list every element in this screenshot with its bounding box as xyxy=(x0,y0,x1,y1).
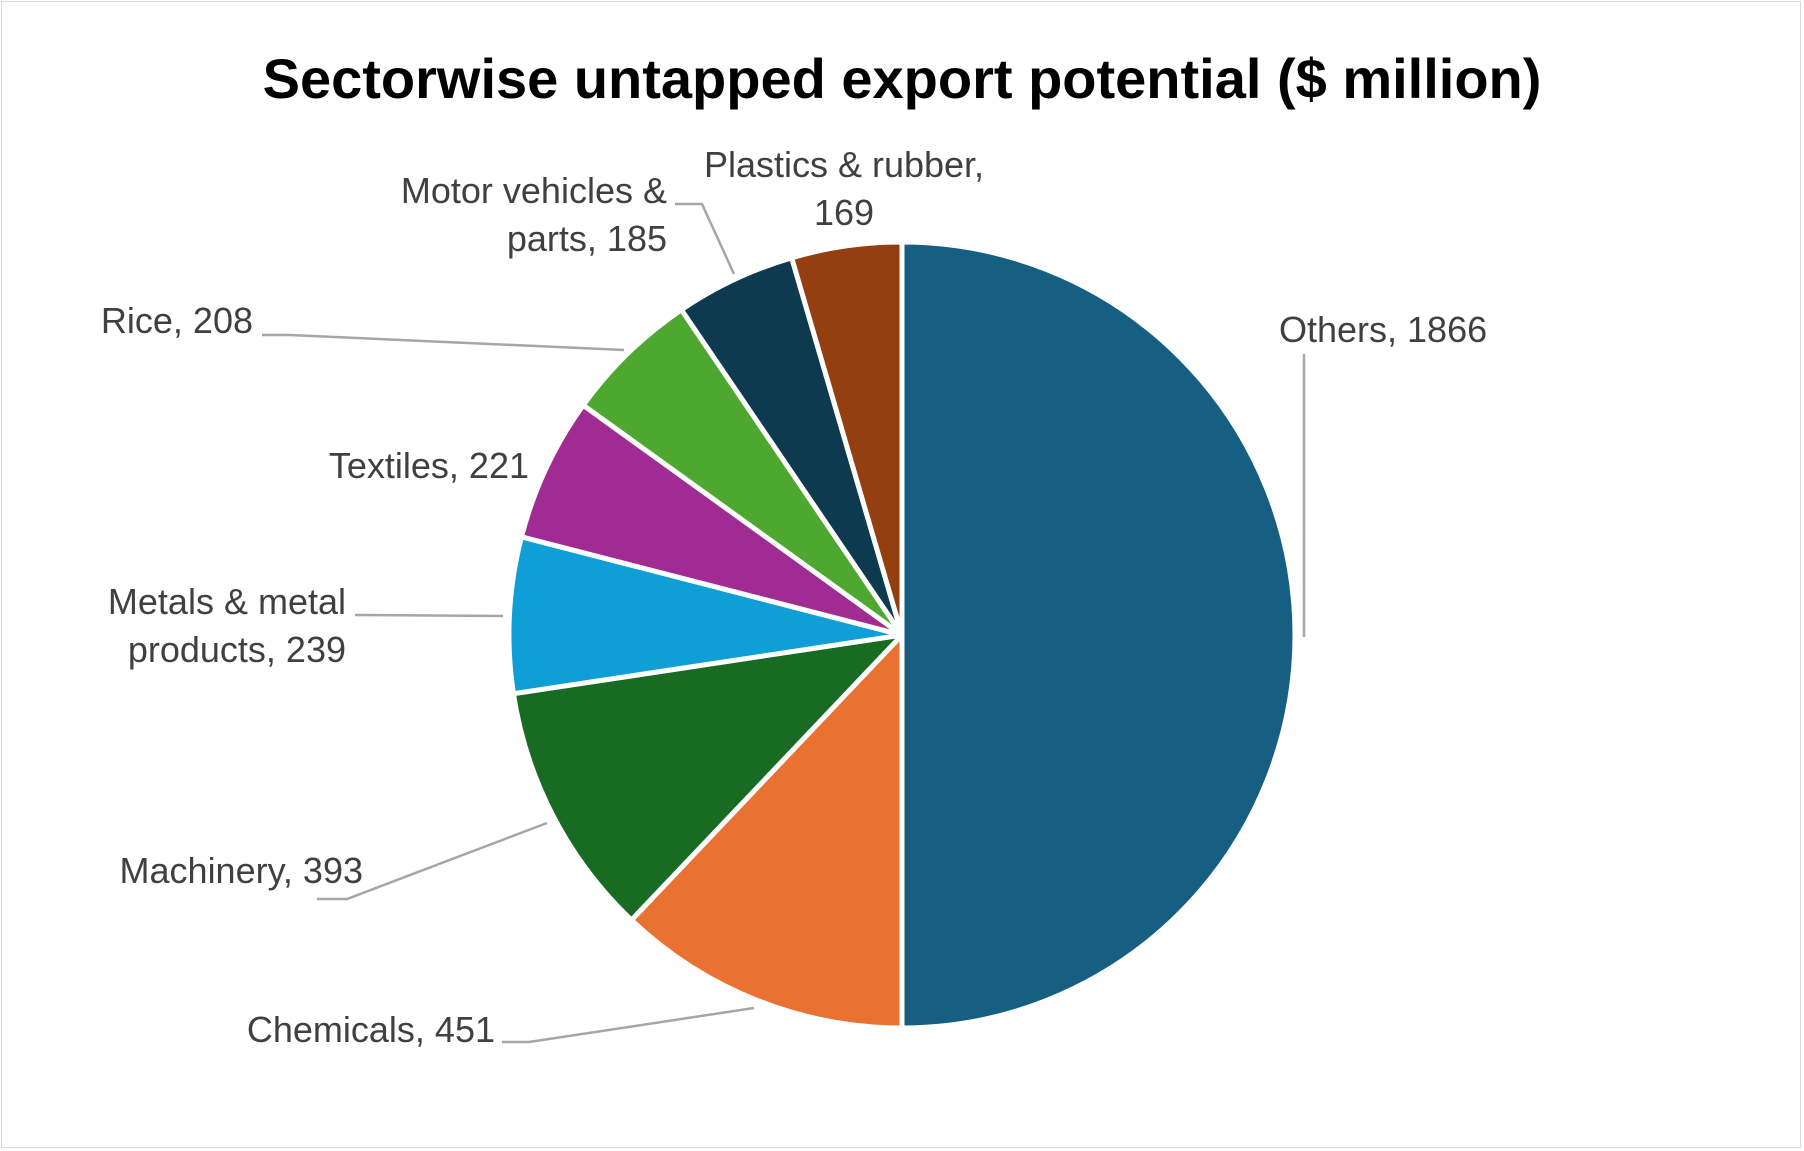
pie-slice-others xyxy=(899,239,1298,1031)
pie-slice-rice xyxy=(580,307,905,638)
data-label-rice: Rice, 208 xyxy=(101,300,253,341)
data-label-line: Textiles, 221 xyxy=(329,445,529,486)
data-label-line: products, 239 xyxy=(128,629,346,670)
pie-slice-chemicals xyxy=(628,632,905,1031)
leader-line xyxy=(675,202,736,275)
data-labels: Others, 1866 Chemicals, 451 Machinery, 393… xyxy=(101,144,1487,1050)
pie-slice-plastics-rubber xyxy=(789,239,905,638)
pie-slice-metals-metal-products xyxy=(506,534,905,697)
data-label-line: 169 xyxy=(814,192,874,233)
data-label-line: Metals & metal xyxy=(108,581,346,622)
chart-title: Sectorwise untapped export potential ($ … xyxy=(263,47,1542,110)
data-label-line: Others, 1866 xyxy=(1279,309,1487,350)
data-label-line: parts, 185 xyxy=(507,218,667,259)
data-label-line: Machinery, 393 xyxy=(120,850,363,891)
leader-line xyxy=(262,333,625,352)
leader-line xyxy=(317,821,548,901)
data-label-chemicals: Chemicals, 451 xyxy=(247,1009,495,1050)
data-label-textiles: Textiles, 221 xyxy=(329,445,529,486)
data-label-line: Chemicals, 451 xyxy=(247,1009,495,1050)
data-label-line: Motor vehicles & xyxy=(401,170,667,211)
pie-slice-textiles xyxy=(518,402,905,638)
leader-line xyxy=(502,1006,755,1044)
leader-line xyxy=(354,613,504,618)
pie-slice-machinery xyxy=(510,632,905,923)
data-label-others: Others, 1866 xyxy=(1279,309,1487,350)
data-label-metals-metal-products: Metals & metal products, 239 xyxy=(108,581,346,670)
leader-lines xyxy=(262,202,1306,1044)
data-label-machinery: Machinery, 393 xyxy=(120,850,363,891)
pie-slices xyxy=(506,239,1298,1031)
data-label-motor-vehicles-parts: Motor vehicles & parts, 185 xyxy=(401,170,667,259)
data-label-plastics-rubber: Plastics & rubber, 169 xyxy=(704,144,984,233)
data-label-line: Rice, 208 xyxy=(101,300,253,341)
data-label-line: Plastics & rubber, xyxy=(704,144,984,185)
